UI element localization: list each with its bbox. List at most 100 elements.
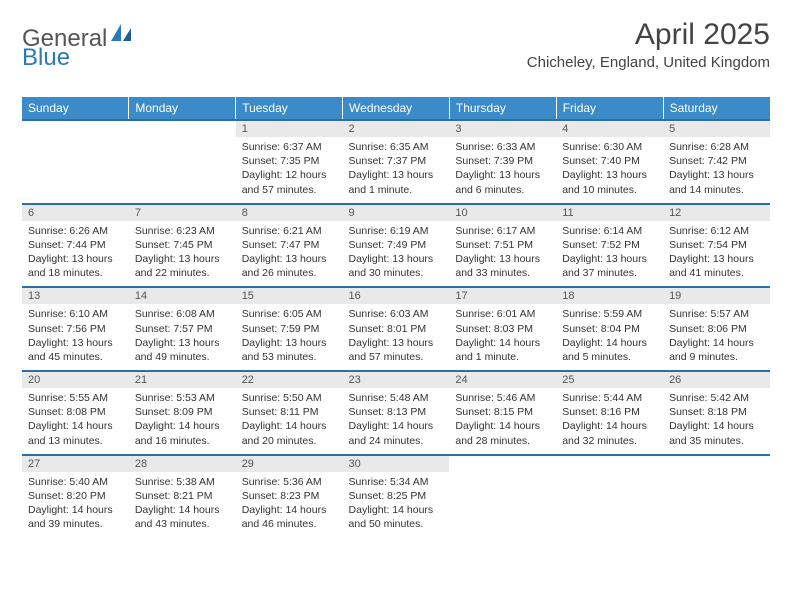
day-number-cell: 7 xyxy=(129,204,236,221)
sunset-text: Sunset: 8:23 PM xyxy=(242,489,337,503)
sunrise-text: Sunrise: 6:28 AM xyxy=(669,140,764,154)
day-cell: Sunrise: 6:30 AMSunset: 7:40 PMDaylight:… xyxy=(556,137,663,204)
day-cell: Sunrise: 5:34 AMSunset: 8:25 PMDaylight:… xyxy=(343,472,450,538)
day-number-cell: 27 xyxy=(22,455,129,472)
sunset-text: Sunset: 7:52 PM xyxy=(562,238,657,252)
day-cell: Sunrise: 5:42 AMSunset: 8:18 PMDaylight:… xyxy=(663,388,770,455)
day-cell: Sunrise: 5:59 AMSunset: 8:04 PMDaylight:… xyxy=(556,304,663,371)
daylight-text: Daylight: 13 hours and 18 minutes. xyxy=(28,252,123,280)
day-number-cell: 2 xyxy=(343,120,450,137)
day-cell-body: Sunrise: 6:26 AMSunset: 7:44 PMDaylight:… xyxy=(22,221,129,287)
daylight-text: Daylight: 14 hours and 35 minutes. xyxy=(669,419,764,447)
day-cell: Sunrise: 5:53 AMSunset: 8:09 PMDaylight:… xyxy=(129,388,236,455)
day-cell xyxy=(129,137,236,204)
day-cell-body: Sunrise: 6:12 AMSunset: 7:54 PMDaylight:… xyxy=(663,221,770,287)
daylight-text: Daylight: 14 hours and 24 minutes. xyxy=(349,419,444,447)
daylight-text: Daylight: 13 hours and 45 minutes. xyxy=(28,336,123,364)
day-cell-body: Sunrise: 6:30 AMSunset: 7:40 PMDaylight:… xyxy=(556,137,663,203)
sunset-text: Sunset: 8:04 PM xyxy=(562,322,657,336)
sunrise-text: Sunrise: 6:10 AM xyxy=(28,307,123,321)
sunrise-text: Sunrise: 5:36 AM xyxy=(242,475,337,489)
sunrise-text: Sunrise: 6:01 AM xyxy=(455,307,550,321)
sunset-text: Sunset: 8:03 PM xyxy=(455,322,550,336)
day-cell: Sunrise: 6:35 AMSunset: 7:37 PMDaylight:… xyxy=(343,137,450,204)
day-cell-body: Sunrise: 6:01 AMSunset: 8:03 PMDaylight:… xyxy=(449,304,556,370)
daylight-text: Daylight: 13 hours and 30 minutes. xyxy=(349,252,444,280)
day-number-cell: 5 xyxy=(663,120,770,137)
day-number-cell: 11 xyxy=(556,204,663,221)
sunrise-text: Sunrise: 6:17 AM xyxy=(455,224,550,238)
day-cell: Sunrise: 6:37 AMSunset: 7:35 PMDaylight:… xyxy=(236,137,343,204)
day-cell-body: Sunrise: 5:48 AMSunset: 8:13 PMDaylight:… xyxy=(343,388,450,454)
day-cell: Sunrise: 6:23 AMSunset: 7:45 PMDaylight:… xyxy=(129,221,236,288)
brand-part2: Blue xyxy=(22,44,70,71)
day-cell: Sunrise: 6:12 AMSunset: 7:54 PMDaylight:… xyxy=(663,221,770,288)
sunset-text: Sunset: 7:44 PM xyxy=(28,238,123,252)
day-cell-body: Sunrise: 6:17 AMSunset: 7:51 PMDaylight:… xyxy=(449,221,556,287)
day-cell-body: Sunrise: 5:44 AMSunset: 8:16 PMDaylight:… xyxy=(556,388,663,454)
sunset-text: Sunset: 8:09 PM xyxy=(135,405,230,419)
day-number-cell: 10 xyxy=(449,204,556,221)
sunrise-text: Sunrise: 5:44 AM xyxy=(562,391,657,405)
daylight-text: Daylight: 13 hours and 14 minutes. xyxy=(669,168,764,196)
weekday-header: Sunday xyxy=(22,97,129,120)
daylight-text: Daylight: 13 hours and 41 minutes. xyxy=(669,252,764,280)
day-number-cell: 24 xyxy=(449,371,556,388)
day-cell-body: Sunrise: 6:21 AMSunset: 7:47 PMDaylight:… xyxy=(236,221,343,287)
sunset-text: Sunset: 7:57 PM xyxy=(135,322,230,336)
day-cell: Sunrise: 5:57 AMSunset: 8:06 PMDaylight:… xyxy=(663,304,770,371)
calendar-table: SundayMondayTuesdayWednesdayThursdayFrid… xyxy=(22,97,770,537)
daylight-text: Daylight: 14 hours and 1 minute. xyxy=(455,336,550,364)
day-cell: Sunrise: 6:05 AMSunset: 7:59 PMDaylight:… xyxy=(236,304,343,371)
daylight-text: Daylight: 14 hours and 43 minutes. xyxy=(135,503,230,531)
day-cell-body: Sunrise: 6:35 AMSunset: 7:37 PMDaylight:… xyxy=(343,137,450,203)
sunrise-text: Sunrise: 6:03 AM xyxy=(349,307,444,321)
day-cell: Sunrise: 6:33 AMSunset: 7:39 PMDaylight:… xyxy=(449,137,556,204)
sunset-text: Sunset: 7:49 PM xyxy=(349,238,444,252)
day-cell: Sunrise: 5:46 AMSunset: 8:15 PMDaylight:… xyxy=(449,388,556,455)
brand-sail-icon xyxy=(111,24,133,47)
weekday-header: Tuesday xyxy=(236,97,343,120)
day-cell-body: Sunrise: 5:59 AMSunset: 8:04 PMDaylight:… xyxy=(556,304,663,370)
daylight-text: Daylight: 13 hours and 57 minutes. xyxy=(349,336,444,364)
daylight-text: Daylight: 13 hours and 1 minute. xyxy=(349,168,444,196)
day-cell-body: Sunrise: 6:05 AMSunset: 7:59 PMDaylight:… xyxy=(236,304,343,370)
day-cell: Sunrise: 6:08 AMSunset: 7:57 PMDaylight:… xyxy=(129,304,236,371)
day-cell: Sunrise: 6:10 AMSunset: 7:56 PMDaylight:… xyxy=(22,304,129,371)
day-cell-body: Sunrise: 6:37 AMSunset: 7:35 PMDaylight:… xyxy=(236,137,343,203)
day-cell-body: Sunrise: 6:28 AMSunset: 7:42 PMDaylight:… xyxy=(663,137,770,203)
day-number-cell xyxy=(556,455,663,472)
day-cell-body: Sunrise: 5:36 AMSunset: 8:23 PMDaylight:… xyxy=(236,472,343,538)
day-cell: Sunrise: 6:26 AMSunset: 7:44 PMDaylight:… xyxy=(22,221,129,288)
daylight-text: Daylight: 14 hours and 9 minutes. xyxy=(669,336,764,364)
day-number-cell: 19 xyxy=(663,287,770,304)
day-cell: Sunrise: 5:48 AMSunset: 8:13 PMDaylight:… xyxy=(343,388,450,455)
daylight-text: Daylight: 13 hours and 6 minutes. xyxy=(455,168,550,196)
sunset-text: Sunset: 8:13 PM xyxy=(349,405,444,419)
sunset-text: Sunset: 8:15 PM xyxy=(455,405,550,419)
sunrise-text: Sunrise: 5:53 AM xyxy=(135,391,230,405)
day-number-cell xyxy=(22,120,129,137)
daylight-text: Daylight: 14 hours and 13 minutes. xyxy=(28,419,123,447)
day-number-cell: 28 xyxy=(129,455,236,472)
daylight-text: Daylight: 14 hours and 28 minutes. xyxy=(455,419,550,447)
sunrise-text: Sunrise: 5:55 AM xyxy=(28,391,123,405)
day-number-cell: 3 xyxy=(449,120,556,137)
sunrise-text: Sunrise: 6:30 AM xyxy=(562,140,657,154)
sunset-text: Sunset: 7:59 PM xyxy=(242,322,337,336)
sunrise-text: Sunrise: 6:14 AM xyxy=(562,224,657,238)
sunrise-text: Sunrise: 6:19 AM xyxy=(349,224,444,238)
day-cell-body: Sunrise: 5:50 AMSunset: 8:11 PMDaylight:… xyxy=(236,388,343,454)
sunrise-text: Sunrise: 6:26 AM xyxy=(28,224,123,238)
daylight-text: Daylight: 14 hours and 16 minutes. xyxy=(135,419,230,447)
sunset-text: Sunset: 7:35 PM xyxy=(242,154,337,168)
weekday-header: Wednesday xyxy=(343,97,450,120)
daylight-text: Daylight: 13 hours and 26 minutes. xyxy=(242,252,337,280)
weekday-header: Saturday xyxy=(663,97,770,120)
day-number-cell: 15 xyxy=(236,287,343,304)
day-cell-body: Sunrise: 6:19 AMSunset: 7:49 PMDaylight:… xyxy=(343,221,450,287)
brand-part2-wrap: Blue xyxy=(22,44,70,72)
daylight-text: Daylight: 13 hours and 22 minutes. xyxy=(135,252,230,280)
sunset-text: Sunset: 7:51 PM xyxy=(455,238,550,252)
sunrise-text: Sunrise: 5:48 AM xyxy=(349,391,444,405)
